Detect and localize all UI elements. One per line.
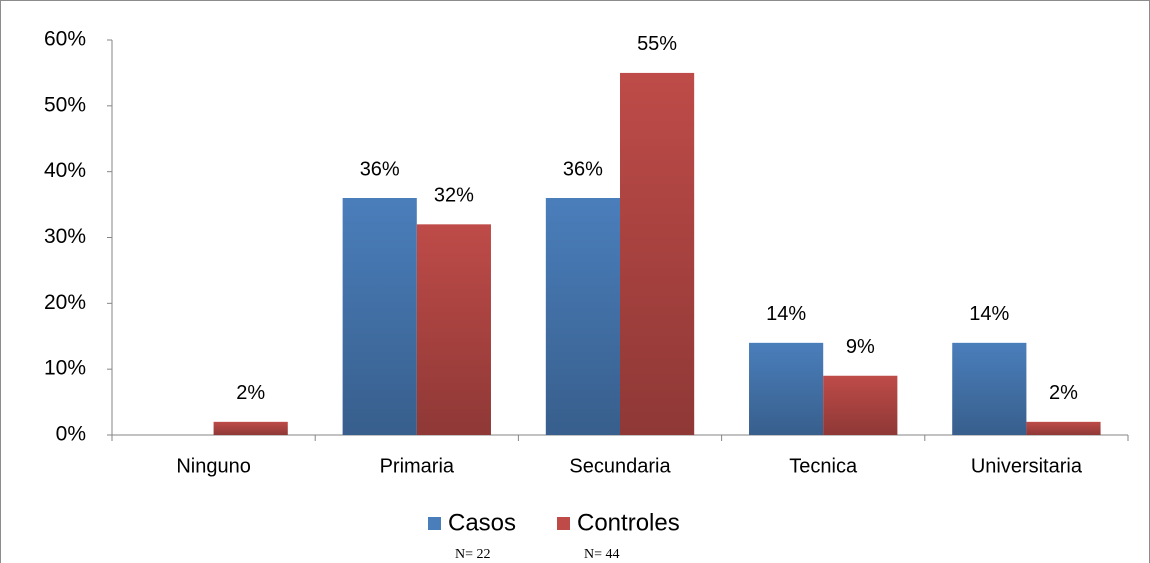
legend-label: Casos [448, 509, 516, 536]
y-tick-label: 20% [44, 291, 86, 314]
bar [620, 72, 695, 436]
y-tick-label: 10% [44, 357, 86, 380]
x-tick-label: Secundaria [569, 455, 671, 477]
data-label: 9% [846, 336, 875, 358]
legend-swatch [557, 517, 570, 530]
legend-swatch [428, 517, 441, 530]
data-label: 32% [434, 185, 474, 207]
legend-note: N= 22 [455, 547, 491, 562]
x-tick-label: Universitaria [971, 455, 1083, 477]
data-label: 36% [563, 158, 603, 180]
bar [749, 342, 824, 435]
y-tick-label: 60% [44, 28, 86, 51]
y-tick-label: 0% [56, 423, 86, 446]
data-label: 14% [969, 303, 1009, 325]
bar [952, 342, 1027, 435]
bar [1026, 421, 1101, 435]
bar [213, 421, 288, 435]
y-tick-label: 30% [44, 225, 86, 248]
legend-label: Controles [577, 509, 680, 536]
bar [823, 375, 898, 435]
x-tick-label: Tecnica [789, 455, 858, 477]
data-label: 14% [766, 303, 806, 325]
data-label: 2% [236, 382, 265, 404]
data-label: 55% [637, 33, 677, 55]
data-label: 36% [360, 158, 400, 180]
bar [342, 198, 417, 435]
y-tick-label: 40% [44, 159, 86, 182]
x-tick-label: Ninguno [176, 455, 251, 477]
bar [416, 224, 491, 435]
legend-note: N= 44 [584, 547, 620, 562]
bar [545, 198, 620, 435]
data-label: 2% [1049, 382, 1078, 404]
x-tick-label: Primaria [380, 455, 455, 477]
y-tick-label: 50% [44, 93, 86, 116]
